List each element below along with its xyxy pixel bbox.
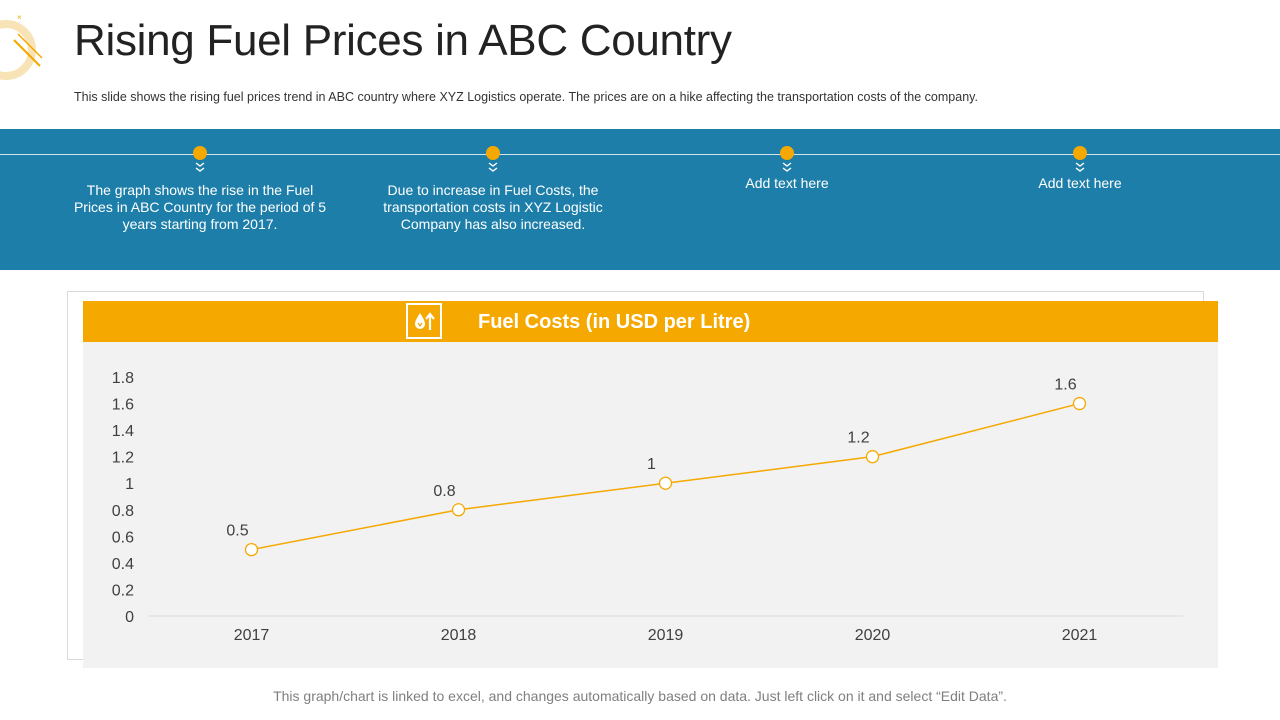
- data-point: [451, 503, 466, 517]
- timeline-dot: [780, 146, 794, 160]
- y-tick-label: 0.8: [112, 503, 134, 520]
- y-tick-label: 0.2: [112, 582, 134, 599]
- x-tick-label: 2021: [1062, 627, 1098, 644]
- data-label: 1.6: [1054, 377, 1076, 394]
- data-label: 1.2: [847, 430, 869, 447]
- data-point: [865, 450, 880, 464]
- data-point: [244, 542, 259, 557]
- timeline-text: The graph shows the rise in the Fuel Pri…: [73, 182, 327, 232]
- chevron-down-icon: [195, 162, 205, 172]
- chart-header: Fuel Costs (in USD per Litre): [83, 301, 1218, 342]
- chart-title: Fuel Costs (in USD per Litre): [478, 311, 751, 333]
- timeline-dot: [193, 146, 207, 160]
- timeline-item-2: Due to increase in Fuel Costs, the trans…: [353, 146, 633, 233]
- timeline-item-4: Add text here: [940, 146, 1220, 192]
- timeline-dot: [486, 146, 500, 160]
- timeline-band: The graph shows the rise in the Fuel Pri…: [0, 129, 1280, 270]
- data-point: [1072, 396, 1087, 411]
- y-tick-label: 1.6: [112, 397, 134, 414]
- chevron-down-icon: [1075, 162, 1085, 172]
- x-tick-label: 2019: [648, 627, 684, 644]
- timeline-item-1: The graph shows the rise in the Fuel Pri…: [60, 146, 340, 233]
- y-tick-label: 1.8: [112, 370, 134, 387]
- y-tick-label: 1.4: [112, 423, 134, 440]
- data-point: [658, 476, 673, 490]
- data-label: 1: [647, 456, 656, 473]
- timeline-text: Due to increase in Fuel Costs, the trans…: [383, 182, 603, 232]
- x-tick-label: 2017: [234, 627, 270, 644]
- svg-text:×: ×: [17, 13, 22, 22]
- chart-panel[interactable]: Fuel Costs (in USD per Litre) 0 0.2 0.4 0.6…: [83, 301, 1218, 668]
- x-tick-label: 2020: [855, 627, 891, 644]
- fuel-drop-icon: [406, 303, 442, 339]
- timeline-item-3: Add text here: [647, 146, 927, 192]
- page-title: Rising Fuel Prices in ABC Country: [74, 16, 732, 65]
- y-tick-label: 0.6: [112, 529, 134, 546]
- page-subtitle: This slide shows the rising fuel prices …: [74, 90, 978, 104]
- data-label: 0.8: [433, 483, 455, 500]
- footer-note: This graph/chart is linked to excel, and…: [273, 688, 1007, 704]
- y-tick-label: 0.4: [112, 556, 134, 573]
- chevron-down-icon: [782, 162, 792, 172]
- timeline-line: [0, 154, 1280, 155]
- timeline-text: Add text here: [745, 175, 829, 191]
- y-tick-label: 1: [125, 476, 134, 493]
- logo-mark: ×: [0, 13, 43, 80]
- y-tick-label: 0: [125, 609, 134, 626]
- timeline-dot: [1073, 146, 1087, 160]
- x-tick-label: 2018: [441, 627, 477, 644]
- timeline-text: Add text here: [1038, 175, 1122, 191]
- data-label: 0.5: [226, 523, 248, 540]
- line-chart: 0 0.2 0.4 0.6 0.8 1 1.2 1.4 1.6 1.8 2017 2018 2019 20…: [112, 370, 1183, 644]
- chevron-down-icon: [488, 162, 498, 172]
- y-tick-label: 1.2: [112, 450, 134, 467]
